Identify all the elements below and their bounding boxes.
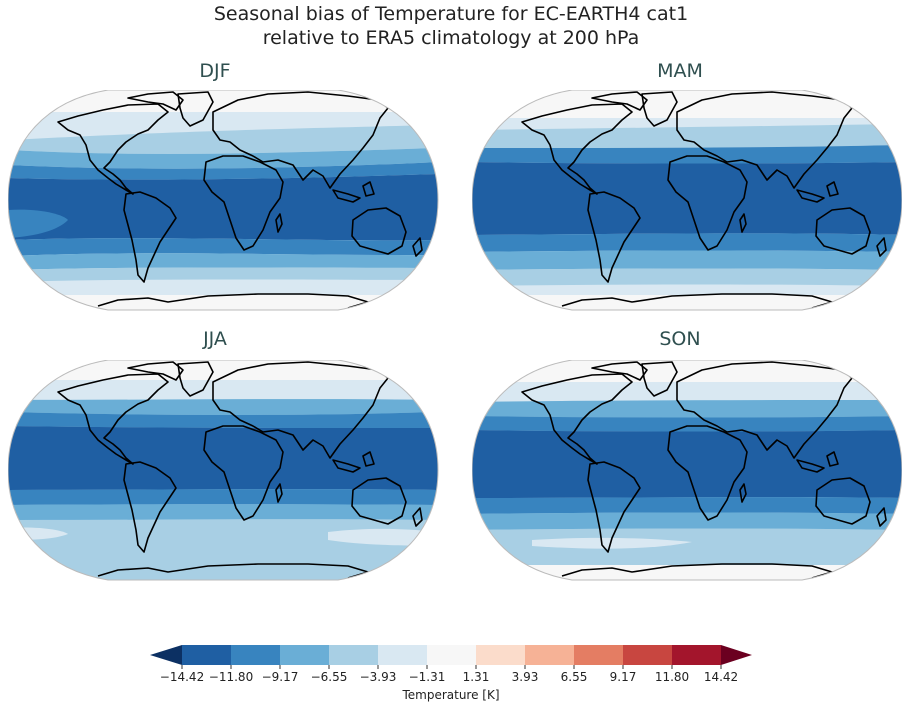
colorbar-tick: −3.93 xyxy=(359,670,397,684)
map-djf xyxy=(8,90,439,311)
colorbar-tick: 1.31 xyxy=(462,670,490,684)
colorbar-tick: 11.80 xyxy=(654,670,690,684)
title-line-1: Seasonal bias of Temperature for EC-EART… xyxy=(213,3,689,25)
colorbar-tick: 9.17 xyxy=(609,670,637,684)
colorbar-tick: −1.31 xyxy=(408,670,446,684)
map-mam xyxy=(472,90,902,311)
colorbar-tick: −14.42 xyxy=(159,670,205,684)
colorbar-under-arrow xyxy=(150,645,182,665)
map-son xyxy=(472,360,902,581)
panel-title-jja: JJA xyxy=(203,328,227,350)
colorbar-tick: −6.55 xyxy=(310,670,348,684)
title-line-2: relative to ERA5 climatology at 200 hPa xyxy=(262,27,640,49)
colorbar-tick: 3.93 xyxy=(511,670,539,684)
colorbar-tick: 6.55 xyxy=(560,670,588,684)
panel-title-son: SON xyxy=(659,328,701,350)
colorbar-tick: 14.42 xyxy=(703,670,739,684)
colorbar-label: Temperature [K] xyxy=(402,688,500,702)
panel-title-djf: DJF xyxy=(199,60,231,82)
colorbar-tick: −11.80 xyxy=(208,670,254,684)
colorbar-over-arrow xyxy=(721,645,752,665)
panel-title-mam: MAM xyxy=(657,60,703,82)
map-jja xyxy=(8,360,439,581)
colorbar xyxy=(150,645,752,669)
colorbar-tick: −9.17 xyxy=(261,670,299,684)
figure-title: Seasonal bias of Temperature for EC-EART… xyxy=(0,2,902,50)
